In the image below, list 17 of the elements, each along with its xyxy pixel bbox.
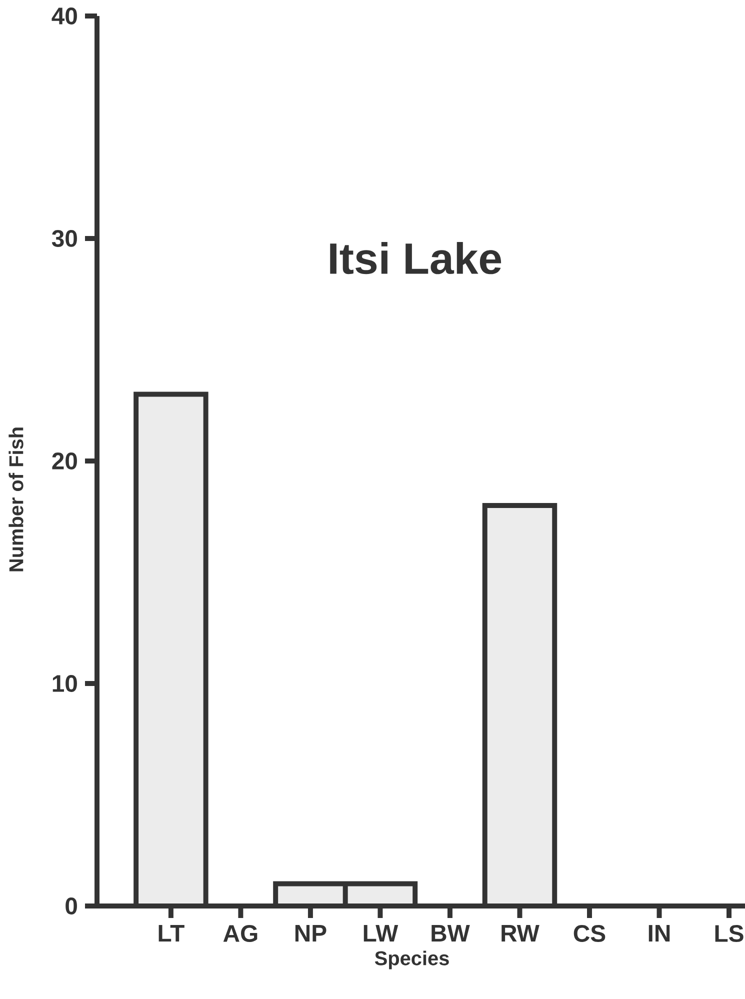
y-tick-label: 20 — [52, 452, 77, 470]
x-tick-label: BW — [432, 925, 470, 942]
y-tick-label: 30 — [52, 230, 77, 247]
x-tick-label: RW — [502, 925, 540, 942]
x-tick-label: CS — [574, 925, 606, 942]
y-tick-label: 0 — [66, 898, 77, 914]
text: Itsi Lake — [330, 242, 502, 274]
x-tick-label: AG — [223, 925, 258, 942]
x-tick-label: NP — [295, 925, 326, 942]
y-tick-label: 40 — [52, 8, 77, 24]
x-tick-label: LT — [158, 925, 184, 942]
x-tick-label: IN — [648, 925, 670, 942]
y-tick-label: 10 — [52, 675, 77, 692]
x-tick-label: LS — [715, 925, 744, 942]
x-tick-label: LW — [364, 925, 398, 942]
x-axis-title: Species — [374, 950, 449, 970]
y-axis-title: Number of Fish — [8, 428, 24, 572]
